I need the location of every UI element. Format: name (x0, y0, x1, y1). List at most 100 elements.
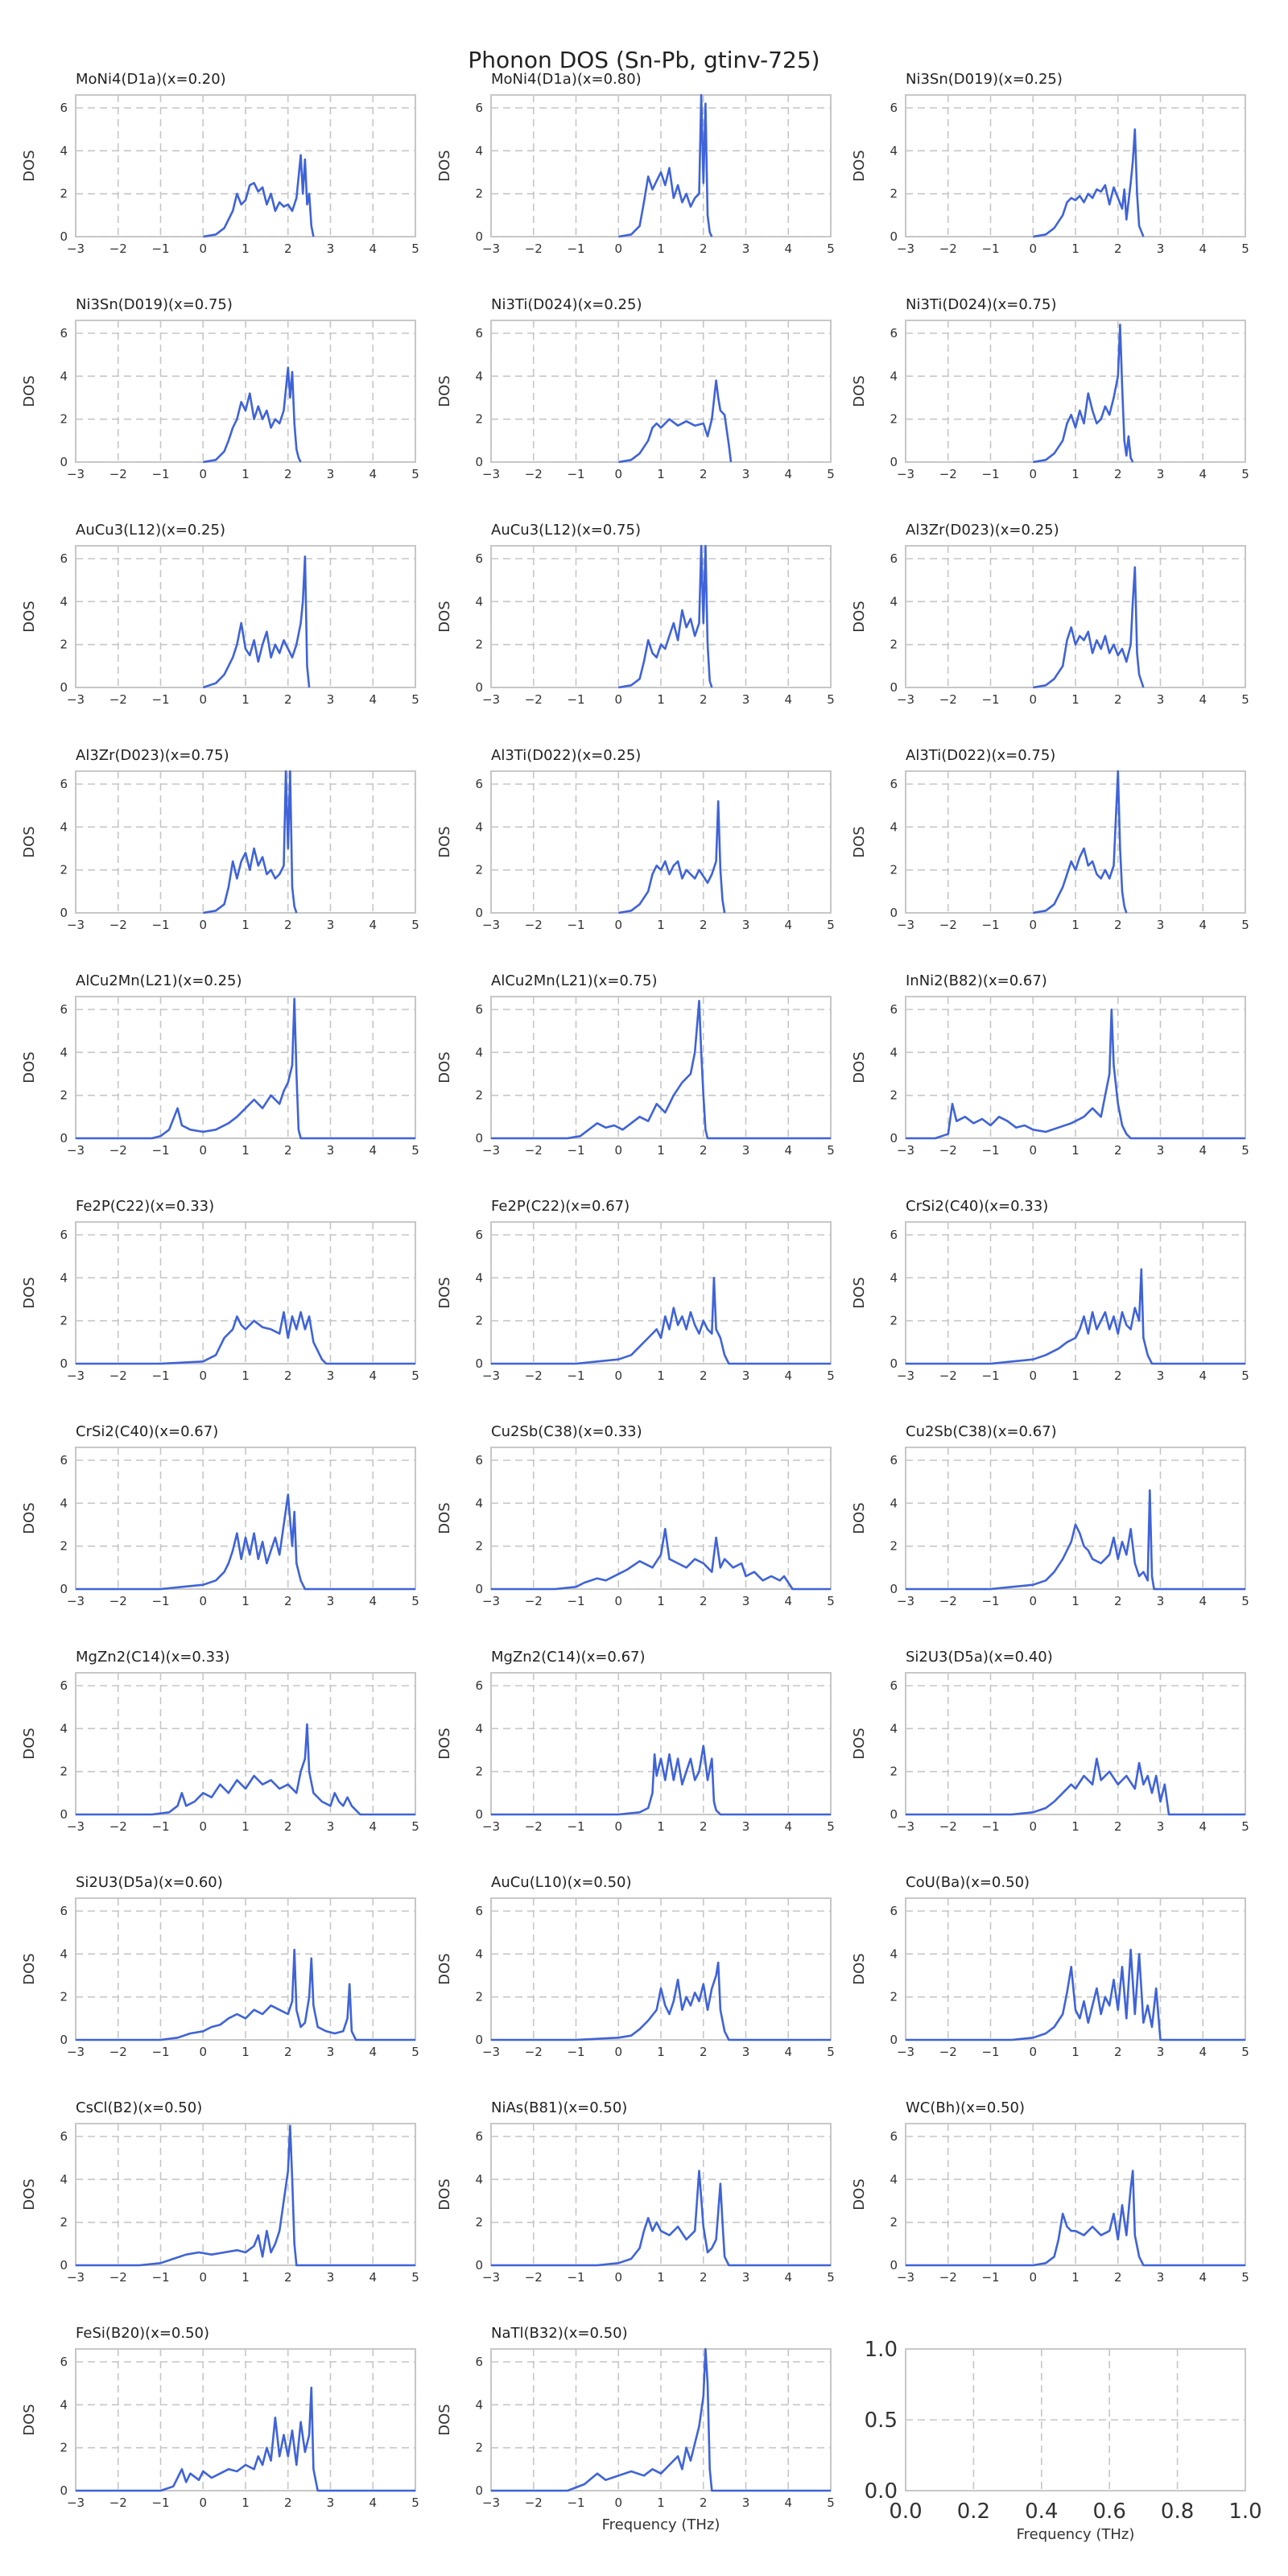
x-tick-label: 2 (1114, 2045, 1122, 2059)
x-tick-label: 3 (1157, 467, 1165, 481)
x-tick-label: 0 (1029, 2045, 1037, 2059)
y-axis-label: DOS (21, 2404, 38, 2435)
dos-series-line (491, 1961, 831, 2041)
x-tick-label: 5 (827, 1143, 835, 1158)
plot-area (75, 320, 416, 463)
x-tick-label: −3 (897, 2045, 914, 2059)
y-axis-label: DOS (851, 1277, 868, 1308)
x-tick-label: 4 (369, 1143, 377, 1158)
x-tick-label: 0 (1029, 1143, 1037, 1158)
dos-series-line (76, 1948, 415, 2041)
x-tick-label: 4 (1199, 467, 1207, 481)
x-tick-label: −2 (939, 918, 957, 932)
x-tick-label: −2 (939, 467, 957, 481)
dos-series-line (1033, 566, 1145, 689)
x-tick-label: 5 (1241, 2270, 1249, 2285)
x-tick-label: −1 (151, 2270, 169, 2285)
y-tick-label: 6 (890, 101, 898, 115)
x-tick-label: 5 (827, 692, 835, 707)
x-tick-label: 1 (657, 2270, 665, 2285)
y-tick-label: 0 (60, 2258, 68, 2273)
dos-series-line (618, 544, 713, 689)
subplot-22: −3 −2 −1 0 1 2 3 4 5 0 2 4 6 MgZn2(C14)(x=0.33) DOS (21, 1649, 419, 1834)
y-tick-label: 2 (60, 1539, 68, 1554)
subplot-19: −3 −2 −1 0 1 2 3 4 5 0 2 4 6 CrSi2(C40)(x=0.67) DOS (21, 1423, 419, 1608)
y-axis-label: DOS (851, 1728, 868, 1759)
y-tick-label: 2 (475, 1088, 483, 1103)
subplot-title: FeSi(B20)(x=0.50) (76, 2325, 209, 2342)
x-tick-label: 3 (742, 1819, 750, 1834)
y-tick-label: 2 (60, 863, 68, 877)
y-axis-label: DOS (21, 2178, 38, 2210)
x-tick-label: 0 (1029, 467, 1037, 481)
y-tick-label: 4 (475, 819, 483, 834)
x-tick-label: −1 (151, 467, 169, 481)
y-tick-label: 0 (890, 1582, 898, 1596)
x-tick-label: 0 (614, 918, 622, 932)
y-tick-label: 2 (890, 863, 898, 877)
x-tick-label: 4 (784, 2270, 792, 2285)
x-tick-label: 1 (242, 1368, 250, 1383)
plot-area (905, 94, 1246, 237)
y-axis-label: DOS (851, 375, 868, 407)
subplot-15: −3 −2 −1 0 1 2 3 4 5 0 2 4 6 InNi2(B82)(x=0.67) DOS (851, 972, 1249, 1158)
x-tick-label: 2 (700, 467, 708, 481)
x-tick-label: 3 (742, 2045, 750, 2059)
plot-area (490, 1672, 832, 1815)
y-tick-label: 4 (475, 1496, 483, 1510)
x-tick-label: 5 (411, 918, 419, 932)
y-tick-label: 0 (475, 2033, 483, 2047)
plot-area (905, 2123, 1246, 2266)
subplot-32: −3 −2 −1 0 1 2 3 4 5 0 2 4 6 NaTl(B32)(x=0.50) DOS Freq… (436, 2325, 835, 2533)
y-tick-label: 2 (475, 1990, 483, 2004)
x-tick-label: 0 (199, 1368, 207, 1383)
x-tick-label: −1 (151, 692, 169, 707)
subplot-title: Cu2Sb(C38)(x=0.33) (491, 1423, 642, 1440)
subplot-title: MgZn2(C14)(x=0.33) (76, 1649, 230, 1666)
y-tick-label: 0 (475, 906, 483, 920)
x-tick-label: −2 (525, 2045, 543, 2059)
x-tick-label: 5 (827, 1368, 835, 1383)
x-tick-label: 2 (700, 1819, 708, 1834)
y-tick-label: 6 (475, 1904, 483, 1918)
x-tick-label: 5 (827, 467, 835, 481)
y-tick-label: 0 (890, 2033, 898, 2047)
y-tick-label: 4 (890, 369, 898, 383)
subplot-28: −3 −2 −1 0 1 2 3 4 5 0 2 4 6 CsCl(B2)(x=0.50) DOS (21, 2099, 419, 2285)
plot-area (490, 1221, 832, 1364)
y-tick-label: 2 (890, 412, 898, 427)
x-tick-label: −3 (482, 1594, 500, 1608)
subplot-14: −3 −2 −1 0 1 2 3 4 5 0 2 4 6 AlCu2Mn(L21)(x=0.75) DOS (436, 972, 835, 1158)
y-tick-label: 2 (890, 187, 898, 201)
x-tick-label: 2 (1114, 1594, 1122, 1608)
x-axis-label: Frequency (THz) (602, 2516, 720, 2533)
subplot-24: −3 −2 −1 0 1 2 3 4 5 0 2 4 6 Si2U3(D5a)(x=0.40) DOS (851, 1649, 1249, 1834)
y-axis-label: DOS (21, 1953, 38, 1984)
x-tick-label: 5 (411, 2045, 419, 2059)
dos-series-line (76, 997, 415, 1140)
x-tick-label: 0 (1029, 1819, 1037, 1834)
y-axis-label: DOS (21, 1277, 38, 1308)
x-tick-label: 5 (827, 2496, 835, 2510)
y-tick-label: 2 (475, 638, 483, 652)
x-tick-label: −3 (897, 242, 914, 256)
x-tick-label: 0 (614, 242, 622, 256)
x-tick-label: −1 (981, 467, 999, 481)
plot-area (490, 1447, 832, 1590)
x-tick-label: 4 (784, 1819, 792, 1834)
dos-series-line (906, 1757, 1245, 1816)
subplot-5: −3 −2 −1 0 1 2 3 4 5 0 2 4 6 Ni3Ti(D024)(x=0.25) DOS (436, 296, 835, 481)
y-tick-label: 4 (890, 1496, 898, 1510)
y-tick-label: 6 (890, 1904, 898, 1918)
x-tick-label: 1 (657, 692, 665, 707)
dos-series-line (76, 1723, 415, 1816)
y-tick-label: 6 (475, 1453, 483, 1468)
subplot-title: AlCu2Mn(L21)(x=0.25) (76, 972, 242, 989)
y-tick-label: 2 (475, 1765, 483, 1779)
figure-title: Phonon DOS (Sn-Pb, gtinv-725) (468, 47, 819, 73)
x-tick-label: 5 (411, 1594, 419, 1608)
subplot-20: −3 −2 −1 0 1 2 3 4 5 0 2 4 6 Cu2Sb(C38)(x=0.33) DOS (436, 1423, 835, 1608)
x-tick-label: −3 (67, 467, 85, 481)
y-tick-label: 6 (890, 2129, 898, 2144)
y-tick-label: 4 (890, 2172, 898, 2186)
